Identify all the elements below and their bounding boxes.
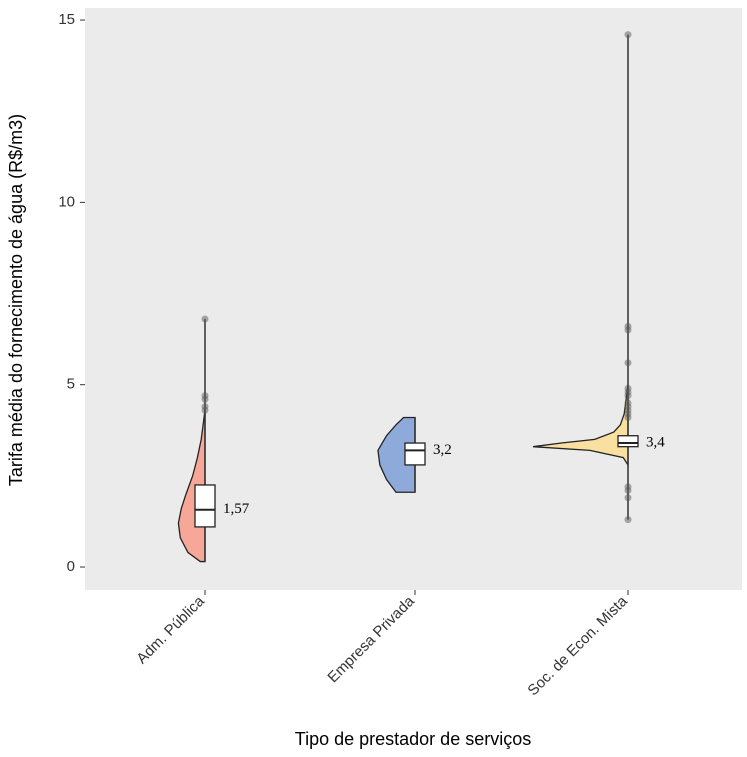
median-label: 3,4 <box>646 434 665 450</box>
box <box>617 435 639 448</box>
outlier <box>201 406 209 414</box>
outlier <box>624 326 632 334</box>
x-tick-label: Soc. de Econ. Mista <box>524 592 631 699</box>
outlier <box>624 31 632 39</box>
y-tick-label: 15 <box>58 11 75 28</box>
outlier <box>624 359 632 367</box>
y-axis-title: Tarifa média do fornecimento de água (R$… <box>6 114 26 486</box>
median-label: 3,2 <box>433 442 452 458</box>
y-tick-label: 5 <box>67 376 75 393</box>
outlier <box>624 486 632 494</box>
box <box>194 484 216 528</box>
outlier <box>624 414 632 422</box>
outlier <box>201 315 209 323</box>
x-tick-label: Adm. Pública <box>133 592 208 667</box>
median-label: 1,57 <box>223 501 250 517</box>
y-tick-label: 10 <box>58 193 75 210</box>
outlier <box>624 392 632 400</box>
x-axis-title: Tipo de prestador de serviços <box>295 729 531 749</box>
violin <box>377 416 416 493</box>
outlier <box>201 395 209 403</box>
outlier <box>624 516 632 524</box>
x-tick-label: Empresa Privada <box>324 592 418 686</box>
box <box>404 442 426 466</box>
y-tick-label: 0 <box>67 558 75 575</box>
outlier <box>624 494 632 502</box>
